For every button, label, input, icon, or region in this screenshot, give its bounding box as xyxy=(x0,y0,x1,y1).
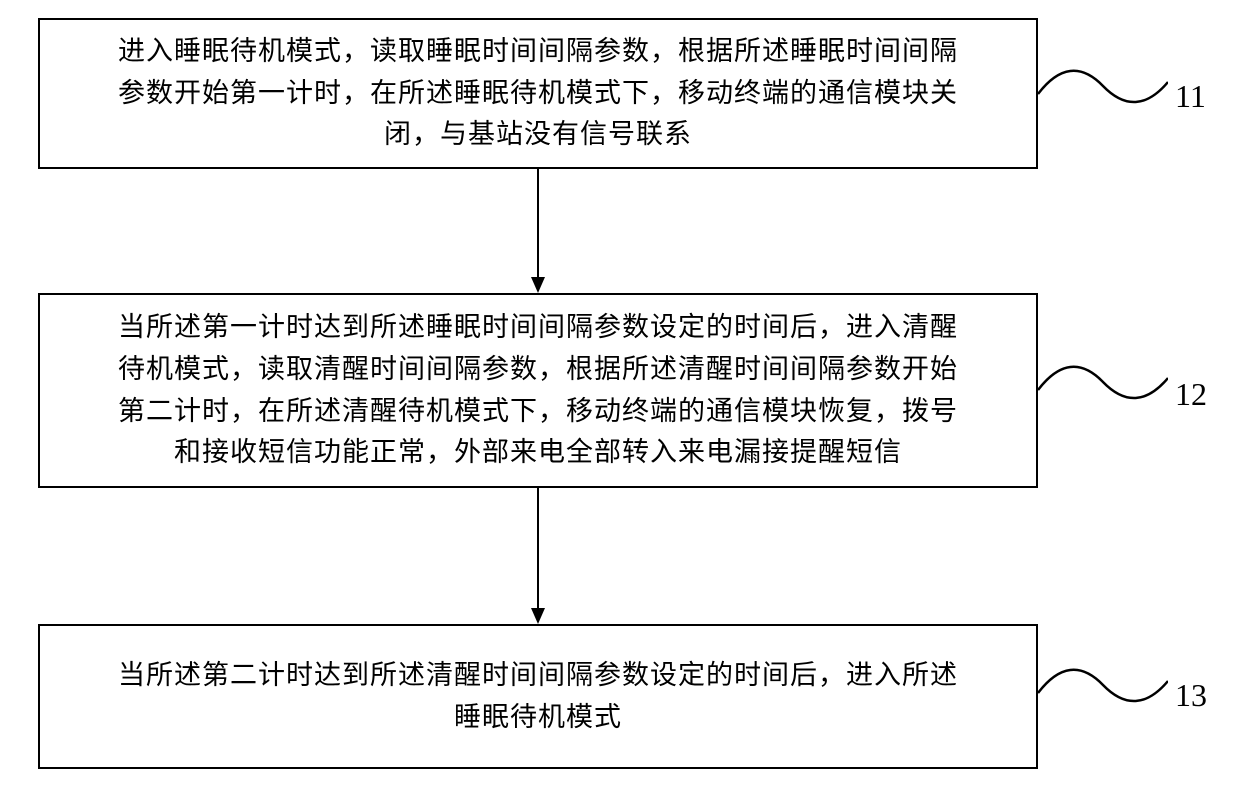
flowchart-container: 进入睡眠待机模式，读取睡眠时间间隔参数，根据所述睡眠时间间隔参数开始第一计时，在… xyxy=(0,0,1240,810)
node-3-label: 13 xyxy=(1175,677,1207,714)
node-1-label: 11 xyxy=(1175,78,1206,115)
connector-curve-2 xyxy=(1038,360,1168,410)
flowchart-node-2: 当所述第一计时达到所述睡眠时间间隔参数设定的时间后，进入清醒待机模式，读取清醒时… xyxy=(38,293,1038,488)
flowchart-node-1: 进入睡眠待机模式，读取睡眠时间间隔参数，根据所述睡眠时间间隔参数开始第一计时，在… xyxy=(38,18,1038,169)
flowchart-node-3: 当所述第二计时达到所述清醒时间间隔参数设定的时间后，进入所述睡眠待机模式 xyxy=(38,624,1038,769)
connector-curve-3 xyxy=(1038,663,1168,713)
node-1-text: 进入睡眠待机模式，读取睡眠时间间隔参数，根据所述睡眠时间间隔参数开始第一计时，在… xyxy=(118,31,958,157)
node-2-text: 当所述第一计时达到所述睡眠时间间隔参数设定的时间后，进入清醒待机模式，读取清醒时… xyxy=(118,307,958,474)
arrow-2-to-3 xyxy=(528,488,548,624)
node-2-label: 12 xyxy=(1175,376,1207,413)
arrow-1-to-2 xyxy=(528,169,548,293)
connector-curve-1 xyxy=(1038,64,1168,114)
node-3-text: 当所述第二计时达到所述清醒时间间隔参数设定的时间后，进入所述睡眠待机模式 xyxy=(118,655,958,739)
